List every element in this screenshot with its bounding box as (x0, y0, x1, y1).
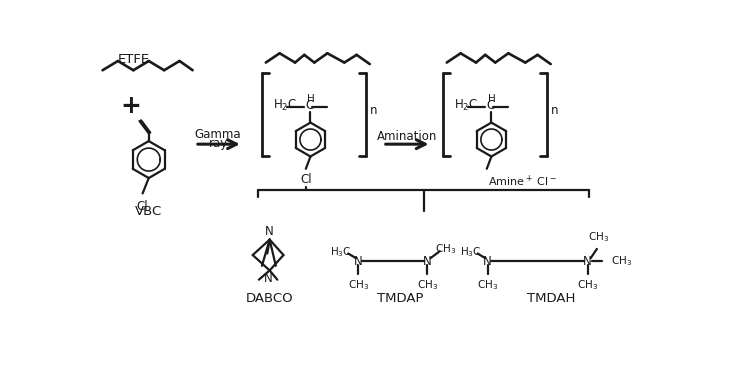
Text: H$_2$C: H$_2$C (274, 98, 298, 113)
Text: N: N (265, 225, 274, 238)
Text: N: N (264, 272, 272, 285)
Text: CH$_3$: CH$_3$ (348, 278, 369, 292)
Text: CH$_3$: CH$_3$ (435, 242, 457, 256)
Text: Gamma: Gamma (195, 128, 241, 141)
Text: n: n (370, 104, 377, 117)
Text: N: N (584, 255, 592, 268)
Text: C: C (486, 99, 494, 112)
Text: H$_3$C: H$_3$C (330, 245, 352, 259)
Text: N: N (423, 255, 432, 268)
Text: H: H (488, 94, 496, 104)
Text: +: + (121, 93, 141, 118)
Text: N: N (483, 255, 492, 268)
Text: CH$_3$: CH$_3$ (577, 278, 598, 292)
Text: Amination: Amination (376, 130, 437, 143)
Text: CH$_3$: CH$_3$ (477, 278, 498, 292)
Text: N: N (354, 255, 363, 268)
Text: Cl: Cl (137, 200, 148, 212)
Text: CH$_3$: CH$_3$ (611, 254, 632, 268)
Text: CH$_3$: CH$_3$ (417, 278, 438, 292)
Text: TMDAH: TMDAH (526, 292, 575, 305)
Text: n: n (550, 104, 558, 117)
Text: TMDAP: TMDAP (377, 292, 424, 305)
Text: H: H (308, 94, 315, 104)
Text: Amine$^+$ Cl$^-$: Amine$^+$ Cl$^-$ (488, 174, 556, 190)
Text: C: C (305, 99, 313, 112)
Text: H$_3$C: H$_3$C (460, 245, 482, 259)
Text: H$_2$C: H$_2$C (454, 98, 479, 113)
Text: CH$_3$: CH$_3$ (588, 230, 609, 244)
Text: Cl: Cl (301, 173, 312, 187)
Text: ray: ray (209, 137, 228, 150)
Text: DABCO: DABCO (246, 292, 293, 305)
Text: ETFE: ETFE (117, 53, 150, 66)
Text: VBC: VBC (135, 206, 163, 218)
